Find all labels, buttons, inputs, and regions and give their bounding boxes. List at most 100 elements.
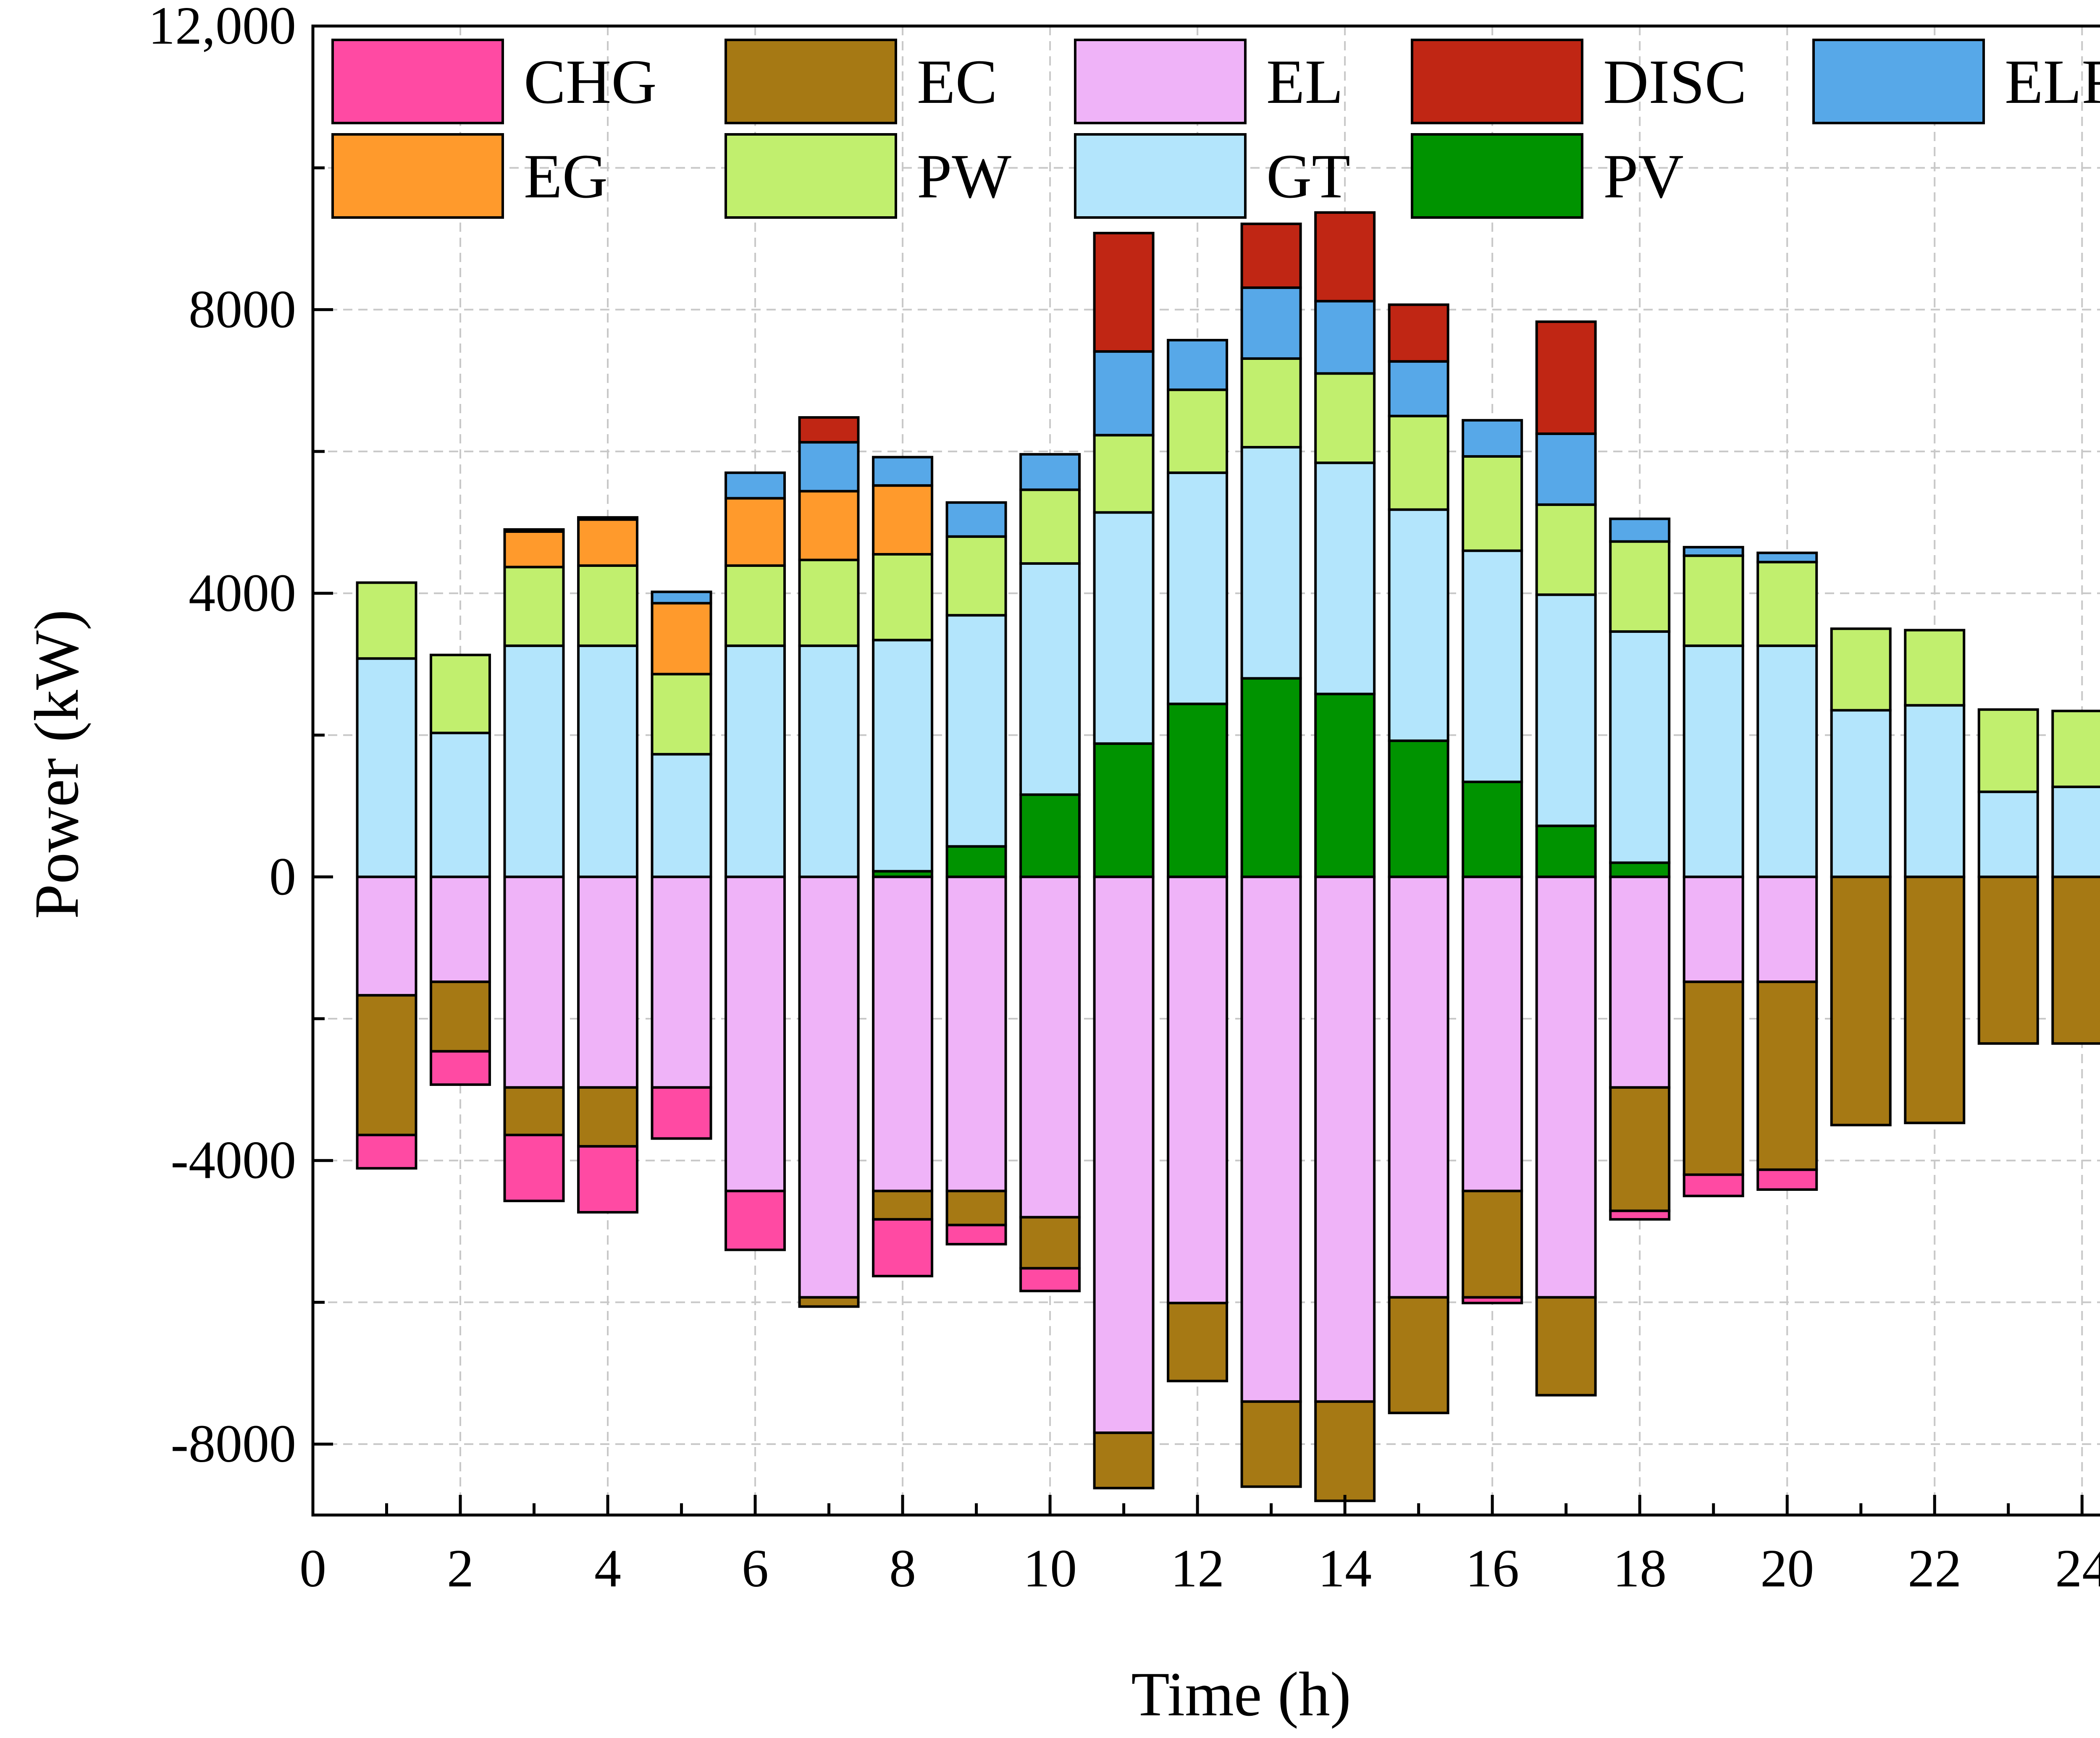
bar-pw-t8: [872, 553, 934, 642]
legend-swatch-el: [1074, 39, 1247, 124]
bar-ec-t13: [1240, 1400, 1302, 1488]
bar-ec-t23: [1977, 876, 2039, 1045]
bar-ec-t16: [1462, 1190, 1523, 1299]
bar-el-t10: [1019, 876, 1081, 1219]
bar-pw-t16: [1462, 455, 1523, 552]
bar-el-t1: [356, 876, 417, 997]
bar-chg-t8: [872, 1218, 934, 1277]
x-tick-label: 16: [1465, 1539, 1519, 1598]
bar-pw-t3: [503, 566, 565, 647]
bar-chg-t9: [945, 1224, 1007, 1245]
bar-el-t19: [1683, 876, 1744, 983]
bar-el-t4: [577, 876, 639, 1089]
bar-pw-t13: [1240, 357, 1302, 449]
bar-elr-t8: [872, 456, 934, 487]
legend-swatch-elr: [1812, 39, 1985, 124]
bar-el-t3: [503, 876, 565, 1089]
bar-eg-t3: [503, 530, 565, 569]
bar-pw-t21: [1830, 627, 1892, 712]
bar-ec-t1: [356, 994, 417, 1136]
bar-chg-t20: [1756, 1168, 1818, 1191]
bar-elr-t13: [1240, 286, 1302, 360]
bar-disc-t7: [798, 416, 860, 444]
bar-el-t14: [1314, 876, 1376, 1403]
x-tick-label: 18: [1613, 1539, 1667, 1598]
bar-pv-t14: [1314, 692, 1376, 878]
bar-gt-t12: [1167, 471, 1228, 705]
bar-pw-t22: [1904, 629, 1966, 707]
bar-ec-t17: [1535, 1296, 1597, 1397]
bar-pv-t9: [945, 845, 1007, 878]
bar-el-t5: [651, 876, 712, 1089]
bar-elr-t12: [1167, 339, 1228, 391]
bar-elr-t11: [1093, 350, 1155, 437]
bar-pv-t10: [1019, 793, 1081, 878]
legend-swatch-disc: [1411, 39, 1583, 124]
x-tick-label: 10: [1023, 1539, 1077, 1598]
bar-pw-t11: [1093, 434, 1155, 514]
bar-el-t17: [1535, 876, 1597, 1299]
bar-chg-t18: [1609, 1209, 1671, 1221]
bar-gt-t6: [724, 644, 786, 878]
bar-pw-t15: [1388, 414, 1449, 511]
bar-chg-t3: [503, 1133, 565, 1202]
bar-ec-t21: [1830, 876, 1892, 1127]
bar-chg-t4: [577, 1145, 639, 1214]
bar-gt-t23: [1977, 790, 2039, 878]
bar-el-t11: [1093, 876, 1155, 1434]
bar-el-t13: [1240, 876, 1302, 1403]
bar-el-t8: [872, 876, 934, 1193]
bar-chg-t1: [356, 1133, 417, 1170]
bar-elr-t6: [724, 471, 786, 500]
bar-gt-t8: [872, 639, 934, 873]
bar-gt-t10: [1019, 562, 1081, 796]
bar-el-t7: [798, 876, 860, 1299]
bar-ec-t10: [1019, 1216, 1081, 1270]
legend-label-el: EL: [1266, 47, 1343, 117]
bar-pw-t23: [1977, 708, 2039, 793]
bar-elr-t18: [1609, 517, 1671, 543]
legend-label-pv: PV: [1603, 142, 1684, 211]
bar-gt-t13: [1240, 446, 1302, 680]
bar-pw-t10: [1019, 488, 1081, 565]
bar-pw-t7: [798, 558, 860, 647]
bar-chg-t6: [724, 1190, 786, 1251]
legend-label-pw: PW: [917, 142, 1011, 211]
bar-pw-t6: [724, 564, 786, 647]
bar-elr-t16: [1462, 419, 1523, 458]
legend-label-eg: EG: [524, 142, 608, 211]
bar-gt-t3: [503, 644, 565, 878]
x-axis-title: Time (h): [1131, 1659, 1351, 1729]
bar-gt-t1: [356, 657, 417, 878]
y-axis-title: Power (kW): [22, 609, 92, 919]
bar-pw-t14: [1314, 372, 1376, 464]
bar-pw-t24: [2051, 710, 2100, 788]
bar-disc-t13: [1240, 223, 1302, 289]
bar-el-t12: [1167, 876, 1228, 1305]
legend-swatch-chg: [331, 39, 504, 124]
bar-pw-t5: [651, 673, 712, 756]
y-tick-label: 4000: [189, 563, 296, 623]
bar-elr-t3: [503, 528, 565, 533]
x-tick-label: 20: [1760, 1539, 1814, 1598]
legend: CHG EC EL DISC ELR EG PW GT PV: [331, 39, 2100, 219]
bar-eg-t5: [651, 602, 712, 676]
bar-el-t9: [945, 876, 1007, 1193]
bar-gt-t9: [945, 614, 1007, 848]
bar-pw-t12: [1167, 388, 1228, 474]
bar-ec-t20: [1756, 980, 1818, 1171]
legend-swatch-pv: [1411, 133, 1583, 219]
bar-el-t20: [1756, 876, 1818, 983]
bar-chg-t5: [651, 1086, 712, 1140]
bar-pw-t19: [1683, 554, 1744, 647]
bar-pw-t1: [356, 581, 417, 660]
bar-pw-t20: [1756, 561, 1818, 647]
bar-elr-t20: [1756, 551, 1818, 564]
bar-gt-t7: [798, 644, 860, 878]
x-tick-label: 0: [299, 1539, 326, 1598]
y-tick-label: 12,000: [148, 0, 296, 55]
x-tick-label: 22: [1908, 1539, 1961, 1598]
